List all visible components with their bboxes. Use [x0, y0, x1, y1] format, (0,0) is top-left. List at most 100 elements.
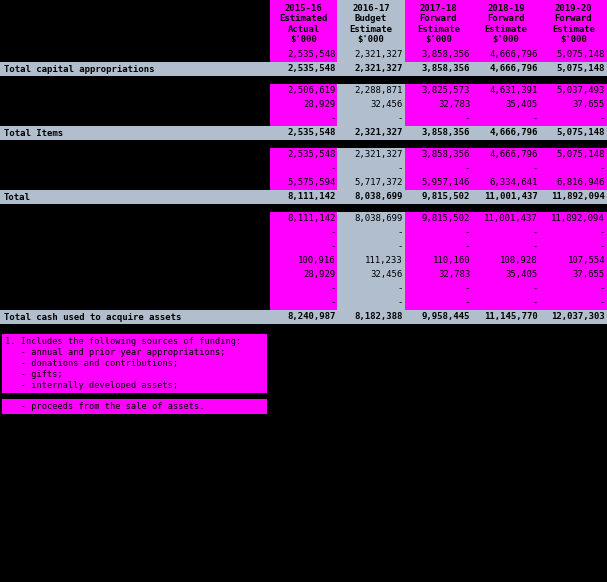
Text: 2016-17
Budget
Estimate
$'000: 2016-17 Budget Estimate $'000: [350, 4, 393, 44]
Bar: [270, 112, 337, 126]
Text: 8,240,987: 8,240,987: [287, 313, 336, 321]
Bar: [337, 268, 405, 282]
Text: 37,655: 37,655: [573, 271, 605, 279]
Bar: [0, 140, 607, 148]
Text: Total cash used to acquire assets: Total cash used to acquire assets: [4, 313, 181, 321]
Text: 2,321,327: 2,321,327: [354, 65, 403, 73]
Bar: [0, 62, 607, 76]
Bar: [0, 84, 270, 98]
Text: 8,038,699: 8,038,699: [354, 215, 403, 223]
Text: 111,233: 111,233: [365, 257, 403, 265]
Text: 2,321,327: 2,321,327: [354, 129, 403, 137]
Bar: [405, 84, 472, 98]
Text: 4,666,796: 4,666,796: [489, 51, 538, 59]
Bar: [540, 112, 607, 126]
Bar: [0, 0, 270, 48]
Text: -: -: [465, 229, 470, 237]
Text: 5,075,148: 5,075,148: [557, 151, 605, 159]
Bar: [540, 176, 607, 190]
Bar: [540, 162, 607, 176]
Bar: [270, 0, 337, 48]
Bar: [472, 148, 540, 162]
Bar: [0, 148, 270, 162]
Bar: [472, 282, 540, 296]
Text: 5,075,148: 5,075,148: [557, 51, 605, 59]
Text: Total capital appropriations: Total capital appropriations: [4, 65, 155, 73]
Bar: [540, 226, 607, 240]
Text: 5,575,594: 5,575,594: [287, 179, 336, 187]
Text: 107,554: 107,554: [568, 257, 605, 265]
Text: 32,456: 32,456: [370, 271, 403, 279]
Bar: [540, 48, 607, 62]
Text: 110,160: 110,160: [433, 257, 470, 265]
Text: 9,815,502: 9,815,502: [422, 215, 470, 223]
Text: 5,075,148: 5,075,148: [557, 129, 605, 137]
Text: 2015-16
Estimated
Actual
$'000: 2015-16 Estimated Actual $'000: [279, 4, 328, 44]
Bar: [405, 296, 472, 310]
Bar: [540, 268, 607, 282]
Bar: [472, 240, 540, 254]
Text: 3,858,356: 3,858,356: [422, 129, 470, 137]
Bar: [405, 282, 472, 296]
Text: 3,858,356: 3,858,356: [422, 51, 470, 59]
Text: 2,535,548: 2,535,548: [287, 129, 336, 137]
Bar: [540, 282, 607, 296]
Bar: [405, 48, 472, 62]
Text: 11,001,437: 11,001,437: [484, 215, 538, 223]
Bar: [472, 98, 540, 112]
Bar: [270, 48, 337, 62]
Text: -: -: [330, 165, 336, 173]
Text: 3,858,356: 3,858,356: [422, 151, 470, 159]
Bar: [0, 112, 270, 126]
Bar: [540, 0, 607, 48]
Bar: [472, 162, 540, 176]
Bar: [540, 296, 607, 310]
Bar: [270, 226, 337, 240]
Text: Total: Total: [4, 193, 31, 201]
Bar: [0, 226, 270, 240]
Bar: [405, 254, 472, 268]
Text: 32,783: 32,783: [438, 101, 470, 109]
Text: 108,928: 108,928: [500, 257, 538, 265]
Text: -: -: [532, 243, 538, 251]
Bar: [405, 212, 472, 226]
Bar: [540, 212, 607, 226]
Bar: [337, 112, 405, 126]
Bar: [0, 76, 607, 84]
Bar: [270, 296, 337, 310]
Bar: [270, 254, 337, 268]
Bar: [337, 254, 405, 268]
Bar: [472, 84, 540, 98]
Bar: [0, 190, 607, 204]
Bar: [0, 268, 270, 282]
Text: 5,037,493: 5,037,493: [557, 87, 605, 95]
Bar: [540, 240, 607, 254]
Bar: [337, 162, 405, 176]
Text: -: -: [398, 285, 403, 293]
Text: -: -: [330, 243, 336, 251]
Text: 100,916: 100,916: [298, 257, 336, 265]
Text: - donations and contributions;: - donations and contributions;: [5, 359, 178, 368]
Text: 28,929: 28,929: [303, 101, 336, 109]
Text: 2,535,548: 2,535,548: [287, 51, 336, 59]
Bar: [337, 212, 405, 226]
Bar: [405, 112, 472, 126]
Text: 32,456: 32,456: [370, 101, 403, 109]
Text: -: -: [465, 115, 470, 123]
Text: -: -: [532, 229, 538, 237]
Text: 2019-20
Forward
Estimate
$'000: 2019-20 Forward Estimate $'000: [552, 4, 595, 44]
Text: 35,405: 35,405: [506, 271, 538, 279]
Text: 32,783: 32,783: [438, 271, 470, 279]
Bar: [472, 112, 540, 126]
Bar: [0, 212, 270, 226]
Text: 1. Includes the following sources of funding:: 1. Includes the following sources of fun…: [5, 337, 241, 346]
Text: -: -: [532, 165, 538, 173]
Text: Total Items: Total Items: [4, 129, 63, 137]
Bar: [405, 148, 472, 162]
Bar: [472, 48, 540, 62]
Bar: [337, 84, 405, 98]
Text: 11,001,437: 11,001,437: [484, 193, 538, 201]
Bar: [405, 226, 472, 240]
Text: 3,858,356: 3,858,356: [422, 65, 470, 73]
Text: -: -: [600, 285, 605, 293]
